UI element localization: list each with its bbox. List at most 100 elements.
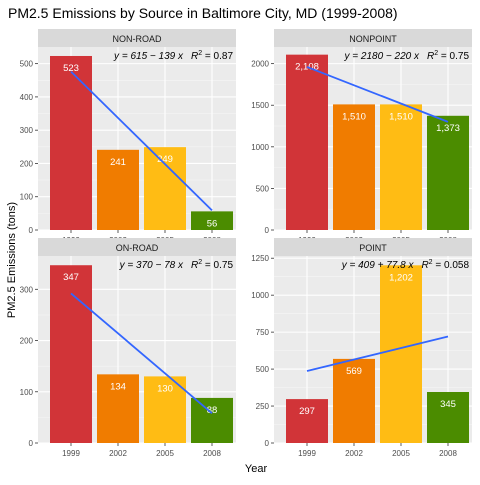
y-tick-label: 1000 bbox=[251, 291, 269, 300]
bar-2008 bbox=[427, 115, 469, 230]
bar-2005 bbox=[380, 265, 422, 443]
regression-equation: y = 615 − 139 x R2 = 0.87 bbox=[113, 50, 233, 62]
x-axis-title: Year bbox=[245, 463, 268, 475]
y-tick-label: 500 bbox=[256, 184, 270, 193]
bar-value-label: 1,510 bbox=[342, 111, 366, 122]
bar-1999 bbox=[286, 54, 328, 231]
y-tick-label: 400 bbox=[20, 93, 34, 102]
facet-strip bbox=[38, 238, 236, 256]
bar-value-label: 88 bbox=[207, 405, 218, 416]
r-squared-value: = 0.75 bbox=[202, 260, 233, 271]
y-tick-label: 200 bbox=[20, 337, 34, 346]
equation-text: y = 615 − 139 x bbox=[113, 51, 184, 62]
facet-strip bbox=[274, 238, 472, 256]
bar-value-label: 249 bbox=[157, 154, 173, 165]
y-tick-label: 750 bbox=[256, 328, 270, 337]
x-tick-label: 2002 bbox=[109, 449, 127, 458]
bar-1999 bbox=[50, 55, 92, 230]
y-tick-label: 500 bbox=[256, 365, 270, 374]
bar-value-label: 569 bbox=[346, 366, 362, 377]
y-tick-label: 200 bbox=[20, 159, 34, 168]
x-tick-label: 2008 bbox=[203, 449, 221, 458]
regression-equation: y = 409 + 77.8 x R2 = 0.058 bbox=[341, 259, 470, 271]
bar-value-label: 130 bbox=[157, 383, 173, 394]
x-tick-label: 1999 bbox=[62, 449, 80, 458]
bar-value-label: 523 bbox=[63, 63, 79, 74]
bar-2002 bbox=[333, 358, 375, 443]
bar-2005 bbox=[144, 147, 186, 230]
y-tick-label: 0 bbox=[265, 439, 270, 448]
trend-line bbox=[306, 66, 449, 123]
trend-line bbox=[70, 70, 213, 212]
panel-on-road: ON-ROAD 0 100 200 300 347 134 130 88 y = 370 − 78… bbox=[20, 238, 236, 458]
y-tick-label: 500 bbox=[20, 60, 34, 69]
facet-label: NON-ROAD bbox=[113, 34, 162, 44]
x-tick-label: 1999 bbox=[298, 449, 316, 458]
y-tick-label: 2000 bbox=[251, 60, 269, 69]
y-tick-label: 1250 bbox=[251, 254, 269, 263]
bar-value-label: 1,373 bbox=[436, 123, 460, 134]
y-tick-label: 300 bbox=[20, 126, 34, 135]
facet-label: POINT bbox=[359, 243, 387, 253]
bar-value-label: 1,202 bbox=[389, 272, 413, 283]
chart-title: PM2.5 Emissions by Source in Baltimore C… bbox=[8, 5, 398, 21]
r-squared-superscript: 2 bbox=[434, 50, 438, 57]
panel-non-road: NON-ROAD 0 100 200 300 400 500 523 241 249 56 y = 6… bbox=[20, 29, 236, 245]
bar-1999 bbox=[50, 265, 92, 443]
panel-point: POINT 0 250 500 750 1000 1250 297 569 1,202 345 y =… bbox=[251, 238, 472, 458]
regression-equation: y = 370 − 78 x R2 = 0.75 bbox=[119, 259, 234, 271]
y-tick-label: 0 bbox=[29, 439, 34, 448]
r-squared-value: = 0.058 bbox=[433, 260, 470, 271]
bar-value-label: 297 bbox=[299, 406, 315, 417]
bar-value-label: 56 bbox=[207, 218, 218, 229]
bar-value-label: 1,510 bbox=[389, 111, 413, 122]
facet-label: ON-ROAD bbox=[116, 243, 159, 253]
y-tick-label: 250 bbox=[256, 402, 270, 411]
bar-2002 bbox=[97, 149, 139, 230]
bar-2008 bbox=[191, 397, 233, 443]
bar-value-label: 345 bbox=[440, 399, 456, 410]
equation-text: y = 2180 − 220 x bbox=[343, 51, 420, 62]
bar-2008 bbox=[191, 211, 233, 230]
bar-value-label: 134 bbox=[110, 381, 126, 392]
y-tick-label: 1000 bbox=[251, 143, 269, 152]
r-squared-superscript: 2 bbox=[429, 259, 433, 266]
r-squared-value: = 0.75 bbox=[438, 51, 469, 62]
bar-2002 bbox=[333, 104, 375, 230]
r-squared-superscript: 2 bbox=[198, 259, 202, 266]
y-tick-label: 1500 bbox=[251, 101, 269, 110]
regression-equation: y = 2180 − 220 x R2 = 0.75 bbox=[343, 50, 469, 62]
y-tick-label: 0 bbox=[265, 226, 270, 235]
bar-value-label: 347 bbox=[63, 272, 79, 283]
x-tick-label: 2005 bbox=[392, 449, 410, 458]
trend-line bbox=[306, 335, 449, 372]
equation-text: y = 409 + 77.8 x bbox=[341, 260, 415, 271]
y-tick-label: 100 bbox=[20, 193, 34, 202]
y-tick-label: 0 bbox=[29, 226, 34, 235]
bar-2002 bbox=[97, 374, 139, 443]
r-squared-value: = 0.87 bbox=[202, 51, 233, 62]
facet-strip bbox=[274, 29, 472, 47]
bar-value-label: 241 bbox=[110, 157, 126, 168]
x-tick-label: 2008 bbox=[439, 449, 457, 458]
equation-text: y = 370 − 78 x bbox=[119, 260, 184, 271]
y-tick-label: 100 bbox=[20, 388, 34, 397]
x-tick-label: 2002 bbox=[345, 449, 363, 458]
bar-2005 bbox=[144, 376, 186, 443]
r-squared-symbol: R bbox=[191, 260, 198, 271]
bar-2005 bbox=[380, 104, 422, 230]
y-tick-label: 300 bbox=[20, 285, 34, 294]
y-axis-title: PM2.5 Emissions (tons) bbox=[6, 202, 18, 318]
r-squared-symbol: R bbox=[427, 51, 434, 62]
facet-label: NONPOINT bbox=[349, 34, 397, 44]
r-squared-superscript: 2 bbox=[198, 50, 202, 57]
trend-line bbox=[70, 292, 213, 414]
bar-1999 bbox=[286, 399, 328, 443]
r-squared-symbol: R bbox=[421, 260, 428, 271]
r-squared-symbol: R bbox=[191, 51, 198, 62]
facet-strip bbox=[38, 29, 236, 47]
